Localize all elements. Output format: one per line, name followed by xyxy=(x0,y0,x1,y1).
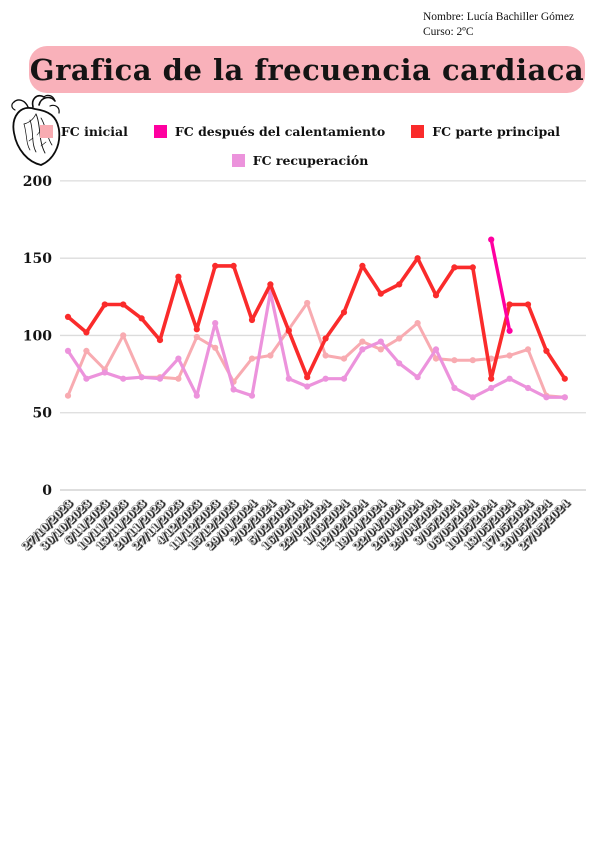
y-tick-100: 100 xyxy=(23,328,52,344)
legend-label-fc-inicial: FC inicial xyxy=(60,123,128,139)
y-tick-50: 50 xyxy=(33,406,53,422)
series-fc-recuperaci-n xyxy=(64,289,568,401)
legend-swatch-fc-principal xyxy=(411,124,425,138)
series-fc-despu-s-del-calentamiento xyxy=(488,236,513,334)
legend-item-fc-inicial: FC inicial xyxy=(39,123,128,139)
y-tick-0: 0 xyxy=(42,483,52,499)
series-fc-parte-principal xyxy=(64,255,568,382)
legend-item-fc-despues: FC después del calentamiento xyxy=(153,123,386,139)
heart-rate-chart: 0 50 100 150 200 27/10/2023 30/10/2023 6/11/20… xyxy=(0,170,600,600)
legend-row-2: FC recuperación xyxy=(0,149,600,171)
legend-item-fc-principal: FC parte principal xyxy=(411,124,560,139)
page-title: Grafica de la frecuencia cardiaca xyxy=(29,52,585,87)
legend-label-fc-recuperacion: FC recuperación xyxy=(252,152,369,168)
legend-swatch-fc-inicial xyxy=(39,124,53,138)
student-course: Curso: 2ºC xyxy=(423,26,474,38)
legend-row-1: FC inicial FC después del calentamiento … xyxy=(0,120,600,142)
series-lines xyxy=(64,236,568,401)
legend-item-fc-recuperacion: FC recuperación xyxy=(231,152,369,168)
legend-swatch-fc-recuperacion xyxy=(231,153,245,167)
legend-label-fc-despues: FC después del calentamiento xyxy=(174,123,386,139)
grid-lines xyxy=(60,180,586,491)
x-axis-labels: 27/10/202330/10/20236/11/202310/11/20231… xyxy=(19,497,572,553)
title-banner: Grafica de la frecuencia cardiaca xyxy=(29,46,585,93)
student-name: Nombre: Lucía Bachiller Gómez xyxy=(423,11,575,23)
chart-legend: FC inicial FC después del calentamiento … xyxy=(0,120,600,171)
legend-swatch-fc-despues xyxy=(153,124,167,138)
y-tick-200: 200 xyxy=(23,174,52,190)
legend-label-fc-principal: FC parte principal xyxy=(432,123,561,139)
student-header: Nombre: Lucía Bachiller Gómez Curso: 2ºC xyxy=(423,10,593,40)
y-tick-150: 150 xyxy=(23,251,52,267)
y-axis-labels: 0 50 100 150 200 xyxy=(23,174,52,499)
